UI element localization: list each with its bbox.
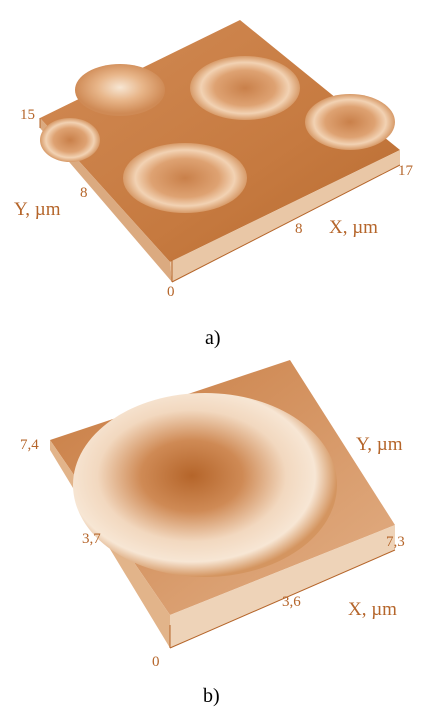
y-tick-b-37: 3,7	[82, 531, 101, 547]
cell-a-5	[40, 118, 100, 162]
origin-a: 0	[167, 284, 175, 300]
x-axis-label-a: X, µm	[329, 217, 378, 238]
x-axis-label-b: X, µm	[348, 599, 397, 620]
y-tick-b-74: 7,4	[20, 437, 39, 453]
caption-b: b)	[203, 685, 220, 707]
y-axis-label-b: Y, µm	[356, 434, 403, 455]
afm-panel-b: 7,4 3,7 Y, µm 3,6 7,3 X, µm 0 b)	[0, 350, 431, 708]
afm-surface-b	[50, 360, 396, 649]
surface-front-b	[170, 525, 395, 648]
y-tick-a-8: 8	[80, 185, 88, 201]
y-axis-label-a: Y, µm	[14, 199, 61, 220]
cell-a-2	[190, 56, 300, 120]
surface-front-a	[170, 150, 400, 282]
caption-a: a)	[205, 327, 221, 349]
afm-panel-a: 15 8 Y, µm 8 17 X, µm 0 a)	[0, 0, 431, 350]
x-tick-b-36: 3,6	[282, 594, 301, 610]
cell-a-1	[75, 64, 165, 116]
afm-surface-a	[39, 20, 401, 283]
x-tick-a-8: 8	[295, 221, 303, 237]
x-tick-a-17: 17	[398, 163, 413, 179]
cell-a-4	[305, 94, 395, 150]
origin-b: 0	[152, 654, 160, 670]
cell-b	[73, 393, 337, 577]
y-tick-a-15: 15	[20, 107, 35, 123]
cell-a-3	[123, 143, 247, 213]
x-tick-b-73: 7,3	[386, 534, 405, 550]
